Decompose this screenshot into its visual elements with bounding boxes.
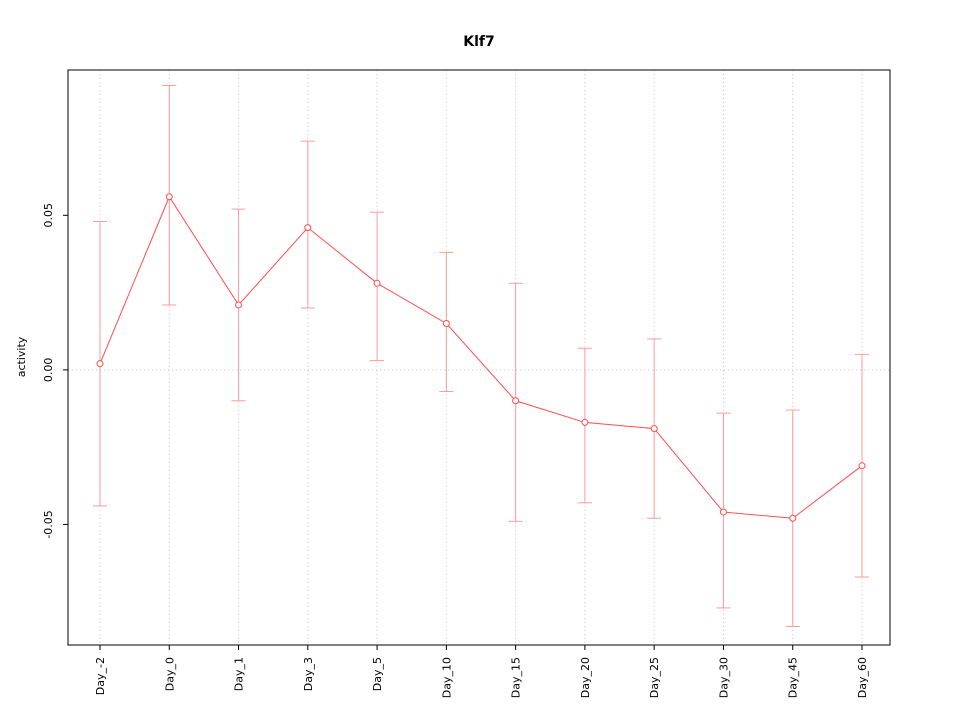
data-point-marker: [789, 514, 797, 522]
y-tick-label: -0.05: [42, 510, 55, 538]
series-line: [99, 195, 863, 519]
data-point-marker: [442, 319, 450, 327]
x-tick-label: Day_20: [579, 657, 592, 698]
data-point-marker: [96, 360, 104, 368]
x-tick-label: Day_15: [510, 657, 523, 698]
x-tick-label: Day_10: [440, 657, 453, 698]
data-point-marker: [304, 224, 312, 232]
data-point-marker: [235, 301, 243, 309]
x-tick-label: Day_5: [371, 657, 384, 691]
x-tick-label: Day_45: [787, 657, 800, 698]
data-point-marker: [650, 425, 658, 433]
x-tick-label: Day_1: [233, 657, 246, 691]
data-point-marker: [719, 508, 727, 516]
x-tick-label: Day_30: [717, 657, 730, 698]
data-point-marker: [373, 279, 381, 287]
y-tick-label: 0.05: [42, 203, 55, 228]
x-tick-label: Day_-2: [94, 657, 107, 695]
y-tick-label: 0.00: [42, 358, 55, 383]
data-point-marker: [858, 462, 866, 470]
data-point-marker: [165, 193, 173, 201]
x-tick-label: Day_60: [856, 657, 869, 698]
chart-title: Klf7: [463, 34, 494, 50]
x-tick-label: Day_3: [302, 657, 315, 691]
data-point-marker: [512, 397, 520, 405]
x-tick-label: Day_25: [648, 657, 661, 698]
plot-area: Day_-2 Day_0 Day_1 Day_3 Day_5 Day_10 Day_15 Da…: [42, 69, 891, 698]
x-tick-label: Day_0: [163, 657, 176, 691]
plot-frame: [67, 69, 891, 646]
data-point-marker: [581, 418, 589, 426]
y-axis-label: activity: [15, 336, 28, 377]
